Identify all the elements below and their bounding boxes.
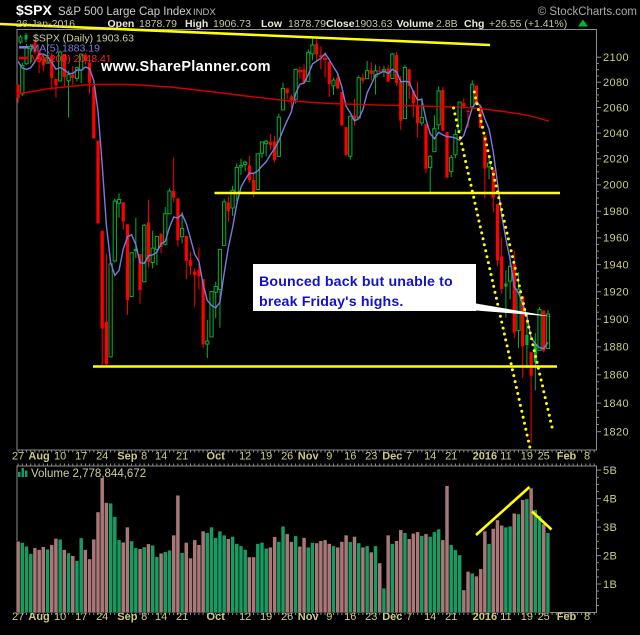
svg-text:1B: 1B [603, 579, 617, 591]
svg-text:14: 14 [155, 611, 167, 623]
svg-text:1878.79: 1878.79 [288, 18, 326, 30]
svg-text:7: 7 [406, 611, 412, 623]
svg-text:19: 19 [521, 611, 533, 623]
svg-text:23: 23 [365, 451, 377, 463]
svg-text:Close: Close [326, 18, 355, 30]
svg-text:Aug: Aug [28, 611, 49, 623]
svg-text:break Friday's highs.: break Friday's highs. [259, 294, 404, 310]
svg-text:MA(5) 1883.19: MA(5) 1883.19 [31, 42, 101, 54]
svg-text:12: 12 [239, 451, 251, 463]
svg-text:2.8B: 2.8B [436, 18, 458, 30]
svg-text:2100: 2100 [603, 52, 629, 64]
svg-text:Dec: Dec [382, 611, 402, 623]
svg-text:26: 26 [281, 451, 293, 463]
svg-text:High: High [185, 18, 208, 30]
svg-text:www.SharePlanner.com: www.SharePlanner.com [100, 59, 271, 75]
svg-text:3B: 3B [603, 522, 617, 534]
svg-text:26-Jan-2016: 26-Jan-2016 [16, 18, 75, 30]
svg-text:MA(200) 2048.41: MA(200) 2048.41 [31, 53, 112, 65]
svg-text:2000: 2000 [603, 180, 629, 192]
svg-text:Low: Low [261, 18, 283, 30]
svg-text:2016: 2016 [473, 611, 497, 623]
svg-text:8: 8 [584, 611, 590, 623]
svg-text:1878.79: 1878.79 [139, 18, 177, 30]
svg-text:© StockCharts.com: © StockCharts.com [538, 6, 637, 18]
svg-text:19: 19 [260, 451, 272, 463]
svg-text:19: 19 [260, 611, 272, 623]
svg-text:21: 21 [445, 451, 457, 463]
svg-text:1920: 1920 [603, 287, 629, 299]
svg-text:1880: 1880 [603, 342, 629, 354]
svg-text:21: 21 [176, 611, 188, 623]
svg-text:16: 16 [344, 451, 356, 463]
svg-text:2020: 2020 [603, 154, 629, 166]
svg-text:27: 27 [12, 451, 24, 463]
svg-text:1903.63: 1903.63 [355, 18, 393, 30]
svg-text:Feb: Feb [557, 611, 577, 623]
svg-text:S&P 500 Large Cap Index: S&P 500 Large Cap Index [58, 6, 192, 18]
svg-text:14: 14 [424, 611, 436, 623]
svg-text:24: 24 [96, 451, 108, 463]
svg-text:1860: 1860 [603, 370, 629, 382]
svg-text:Dec: Dec [382, 451, 402, 463]
svg-text:23: 23 [365, 611, 377, 623]
svg-text:12: 12 [239, 611, 251, 623]
svg-text:8: 8 [141, 611, 147, 623]
svg-text:2040: 2040 [603, 128, 629, 140]
svg-text:Volume: Volume [397, 18, 434, 30]
svg-text:11: 11 [500, 451, 511, 463]
svg-text:11: 11 [500, 611, 511, 623]
svg-text:25: 25 [538, 611, 550, 623]
svg-text:Feb: Feb [557, 451, 577, 463]
svg-text:14: 14 [424, 451, 436, 463]
svg-text:1960: 1960 [603, 233, 629, 245]
svg-text:Sep: Sep [117, 611, 137, 623]
svg-text:27: 27 [12, 611, 24, 623]
svg-text:$SPX: $SPX [16, 2, 52, 18]
svg-text:1840: 1840 [603, 398, 629, 410]
svg-text:9: 9 [326, 611, 332, 623]
svg-text:2060: 2060 [603, 102, 629, 114]
svg-text:Oct: Oct [207, 611, 226, 623]
svg-text:26: 26 [281, 611, 293, 623]
svg-text:2080: 2080 [603, 77, 629, 89]
svg-text:+26.55 (+1.41%): +26.55 (+1.41%) [489, 18, 567, 30]
svg-text:10: 10 [54, 451, 66, 463]
svg-text:$SPX (Daily) 1903.63: $SPX (Daily) 1903.63 [33, 33, 134, 45]
svg-text:1980: 1980 [603, 206, 629, 218]
svg-text:9: 9 [326, 451, 332, 463]
svg-text:10: 10 [54, 611, 66, 623]
svg-text:7: 7 [406, 451, 412, 463]
svg-text:16: 16 [344, 611, 356, 623]
svg-text:1900: 1900 [603, 314, 629, 326]
svg-text:Sep: Sep [117, 451, 137, 463]
svg-text:Oct: Oct [207, 451, 226, 463]
svg-text:19: 19 [521, 451, 533, 463]
svg-text:Nov: Nov [298, 451, 320, 463]
svg-text:5B: 5B [603, 465, 617, 477]
svg-text:8: 8 [584, 451, 590, 463]
svg-text:1940: 1940 [603, 259, 629, 271]
svg-text:8: 8 [141, 451, 147, 463]
svg-text:1820: 1820 [603, 427, 629, 439]
svg-text:24: 24 [96, 611, 108, 623]
svg-text:Volume 2,778,844,672: Volume 2,778,844,672 [31, 468, 146, 480]
svg-text:25: 25 [538, 451, 550, 463]
svg-text:INDX: INDX [193, 7, 216, 18]
svg-text:21: 21 [176, 451, 188, 463]
svg-text:2016: 2016 [473, 451, 497, 463]
svg-text:Bounced back but unable to: Bounced back but unable to [259, 274, 453, 290]
svg-text:4B: 4B [603, 493, 617, 505]
svg-text:17: 17 [75, 611, 87, 623]
svg-text:2B: 2B [603, 550, 617, 562]
svg-text:Aug: Aug [28, 451, 49, 463]
svg-text:1906.73: 1906.73 [213, 18, 251, 30]
svg-text:17: 17 [75, 451, 87, 463]
svg-text:Chg: Chg [464, 18, 484, 30]
svg-text:21: 21 [445, 611, 457, 623]
svg-text:Nov: Nov [298, 611, 320, 623]
svg-text:Open: Open [108, 18, 135, 30]
svg-text:14: 14 [155, 451, 167, 463]
